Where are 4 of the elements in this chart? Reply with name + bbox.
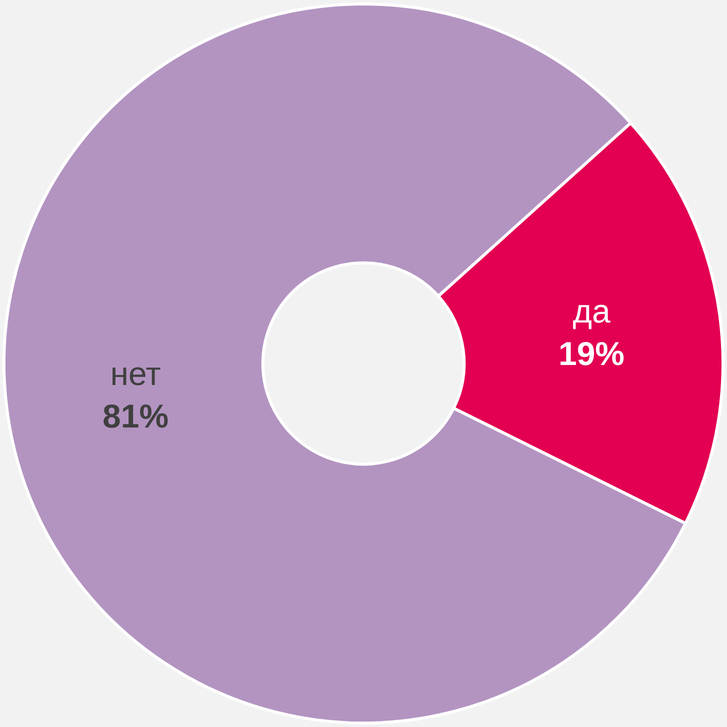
data-label: 19% [558,335,625,372]
slice-label: нет [110,354,161,392]
data-label: 81% [102,398,169,435]
slice-label: да [572,292,611,330]
